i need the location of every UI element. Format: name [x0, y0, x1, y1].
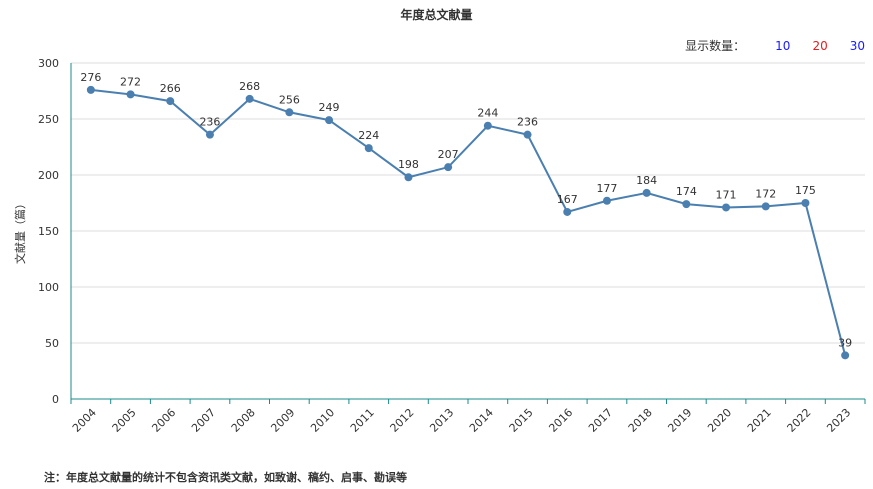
- data-label: 175: [795, 184, 816, 197]
- y-tick-label: 300: [38, 57, 59, 70]
- y-tick-label: 250: [38, 113, 59, 126]
- data-label: 171: [716, 188, 737, 201]
- count-option-20[interactable]: 20: [812, 38, 828, 53]
- data-label: 177: [596, 182, 617, 195]
- data-point: [602, 196, 611, 205]
- data-point: [841, 351, 850, 360]
- data-point: [444, 163, 453, 172]
- x-tick-label: 2005: [110, 406, 139, 435]
- footnote: 注：年度总文献量的统计不包含资讯类文献，如致谢、稿约、启事、勘误等: [44, 471, 407, 484]
- data-label: 172: [755, 187, 776, 200]
- data-point: [205, 130, 214, 139]
- data-label: 224: [358, 129, 379, 142]
- data-point: [245, 94, 254, 103]
- x-tick-label: 2006: [149, 406, 178, 435]
- y-tick-label: 0: [52, 393, 59, 406]
- data-point: [86, 85, 95, 94]
- data-label: 256: [279, 93, 300, 106]
- y-tick-label: 200: [38, 169, 59, 182]
- x-tick-label: 2008: [229, 406, 258, 435]
- chart-title: 年度总文献量: [400, 8, 473, 22]
- x-tick-label: 2013: [427, 406, 456, 435]
- y-tick-label: 50: [45, 337, 59, 350]
- x-tick-label: 2004: [70, 406, 99, 435]
- data-point: [126, 90, 135, 99]
- data-label: 249: [319, 101, 340, 114]
- y-tick-label: 150: [38, 225, 59, 238]
- x-tick-label: 2022: [785, 406, 814, 435]
- x-tick-label: 2012: [388, 406, 417, 435]
- x-tick-label: 2021: [745, 406, 774, 435]
- data-point: [404, 173, 413, 182]
- data-label: 207: [438, 148, 459, 161]
- data-label: 244: [477, 107, 498, 120]
- data-point: [801, 199, 810, 207]
- data-point: [722, 203, 731, 212]
- x-tick-label: 2015: [507, 406, 536, 435]
- data-label: 174: [676, 185, 697, 198]
- data-label: 39: [838, 336, 852, 349]
- data-point: [523, 130, 532, 139]
- x-tick-label: 2009: [268, 406, 297, 435]
- data-label: 268: [239, 80, 260, 93]
- x-tick-label: 2017: [586, 406, 615, 435]
- x-tick-label: 2011: [348, 406, 377, 435]
- data-label: 272: [120, 75, 141, 88]
- x-tick-label: 2016: [546, 406, 575, 435]
- count-selector-label: 显示数量：: [685, 39, 746, 53]
- y-tick-label: 100: [38, 281, 59, 294]
- count-selector: 显示数量： 10 20 30: [685, 37, 865, 54]
- data-point: [166, 97, 175, 106]
- data-point: [642, 188, 651, 197]
- x-tick-label: 2023: [824, 406, 853, 435]
- data-point: [325, 116, 334, 125]
- data-point: [563, 207, 572, 216]
- count-option-10[interactable]: 10: [775, 38, 791, 53]
- data-label: 167: [557, 193, 578, 206]
- x-tick-label: 2010: [308, 406, 337, 435]
- series-line: [90, 88, 847, 356]
- data-point: [682, 200, 691, 209]
- x-tick-label: 2020: [705, 406, 734, 435]
- count-option-30[interactable]: 30: [849, 38, 865, 53]
- data-label: 198: [398, 158, 419, 171]
- x-tick-label: 2019: [665, 406, 694, 435]
- x-tick-label: 2018: [626, 406, 655, 435]
- data-point: [364, 144, 373, 153]
- data-label: 236: [199, 116, 220, 129]
- data-label: 236: [517, 116, 538, 129]
- data-point: [483, 121, 492, 130]
- data-label: 276: [80, 71, 101, 84]
- data-label: 184: [636, 174, 657, 187]
- data-label: 266: [160, 82, 181, 95]
- y-axis-title: 文献量（篇）: [13, 198, 27, 264]
- data-point: [761, 202, 770, 211]
- x-tick-label: 2014: [467, 406, 496, 435]
- x-tick-label: 2007: [189, 406, 218, 435]
- data-point: [285, 108, 294, 117]
